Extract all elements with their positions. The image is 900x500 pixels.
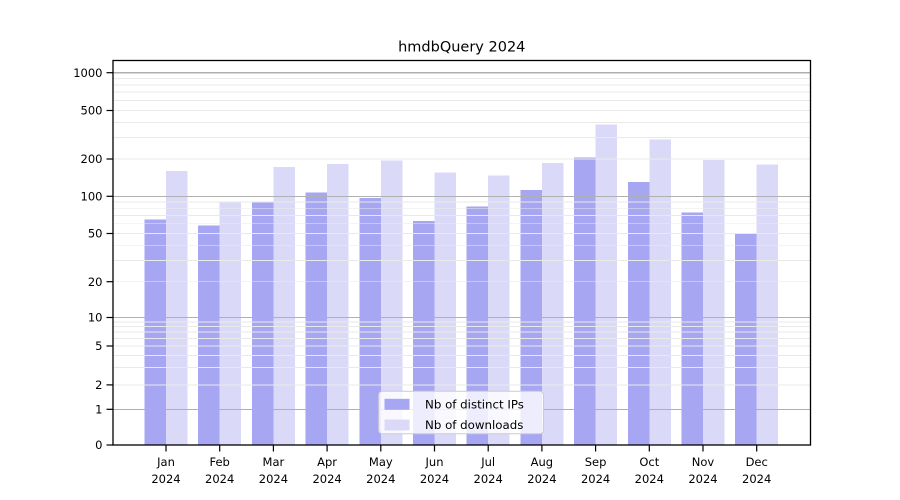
bar-distinct-ips-feb xyxy=(198,225,220,445)
x-tick-label-year: 2024 xyxy=(688,472,717,486)
bar-distinct-ips-jun xyxy=(413,221,435,445)
x-tick-label-year: 2024 xyxy=(366,472,395,486)
x-tick-label-month: Jul xyxy=(480,455,495,469)
legend: Nb of distinct IPs Nb of downloads xyxy=(378,390,545,435)
y-tick-label: 100 xyxy=(81,189,103,203)
bar-downloads-oct xyxy=(649,139,671,446)
x-tick-label-year: 2024 xyxy=(259,472,288,486)
x-tick-label-year: 2024 xyxy=(635,472,664,486)
x-tick-label-month: May xyxy=(369,455,393,469)
bar-distinct-ips-oct xyxy=(627,182,650,445)
x-tick-label-month: Aug xyxy=(531,455,553,469)
bar-downloads-jul xyxy=(488,175,510,445)
legend-label: Nb of downloads xyxy=(425,418,523,432)
bar-downloads-mar xyxy=(273,166,295,445)
y-tick-label: 500 xyxy=(81,104,103,118)
legend-label: Nb of distinct IPs xyxy=(425,397,524,411)
y-tick-label: 2 xyxy=(95,378,102,392)
bar-distinct-ips-dec xyxy=(735,233,757,445)
y-tick-label: 10 xyxy=(88,311,103,325)
bar-downloads-nov xyxy=(703,160,725,445)
y-tick-label: 1000 xyxy=(73,66,102,80)
x-tick-label-month: Dec xyxy=(746,455,768,469)
y-tick-label: 20 xyxy=(88,275,103,289)
x-tick-label-month: Oct xyxy=(639,455,659,469)
y-tick-label: 50 xyxy=(88,227,103,241)
x-tick-label-month: Jan xyxy=(156,455,175,469)
legend-frame xyxy=(378,390,545,435)
y-tick-label: 5 xyxy=(95,339,102,353)
x-tick-label-year: 2024 xyxy=(581,472,610,486)
bar-downloads-may xyxy=(380,160,403,445)
bar-downloads-apr xyxy=(327,163,349,446)
x-tick-label-year: 2024 xyxy=(151,472,180,486)
legend-swatch-distinct-ips xyxy=(384,398,410,410)
bar-downloads-feb xyxy=(219,201,242,445)
y-tick-label: 1 xyxy=(95,402,102,416)
axes-layer: 0 1 2 5 10 20 50 100 200 500 1000 Jan 2024 Feb 2024 Mar… xyxy=(73,59,812,486)
chart-title: hmdbQuery 2024 xyxy=(398,40,525,56)
bar-downloads-dec xyxy=(756,164,779,445)
x-tick-label-month: Jun xyxy=(425,455,444,469)
x-tick-label-month: Mar xyxy=(263,455,285,469)
bar-distinct-ips-mar xyxy=(251,201,274,445)
bar-downloads-jun xyxy=(434,172,456,445)
y-tick-label: 200 xyxy=(81,152,103,166)
x-tick-label-year: 2024 xyxy=(420,472,449,486)
x-tick-label-month: Apr xyxy=(317,455,337,469)
bar-downloads-jan xyxy=(166,171,188,445)
bar-distinct-ips-apr xyxy=(305,192,328,445)
plot-border xyxy=(112,59,812,446)
grid-layer xyxy=(113,72,810,410)
bars-layer xyxy=(144,124,779,446)
x-tick-label-year: 2024 xyxy=(742,472,771,486)
x-tick-label-year: 2024 xyxy=(312,472,341,486)
bar-distinct-ips-sep xyxy=(574,157,596,445)
bar-downloads-sep xyxy=(595,124,618,446)
x-tick-label-month: Nov xyxy=(692,455,715,469)
bar-downloads-aug xyxy=(541,162,564,445)
bar-distinct-ips-nov xyxy=(681,212,703,445)
legend-swatch-downloads xyxy=(384,419,410,431)
x-tick-label-year: 2024 xyxy=(474,472,503,486)
x-tick-label-year: 2024 xyxy=(205,472,234,486)
x-tick-label-month: Feb xyxy=(210,455,230,469)
x-tick-label-month: Sep xyxy=(585,455,607,469)
x-tick-label-year: 2024 xyxy=(527,472,556,486)
y-tick-label: 0 xyxy=(95,438,102,452)
